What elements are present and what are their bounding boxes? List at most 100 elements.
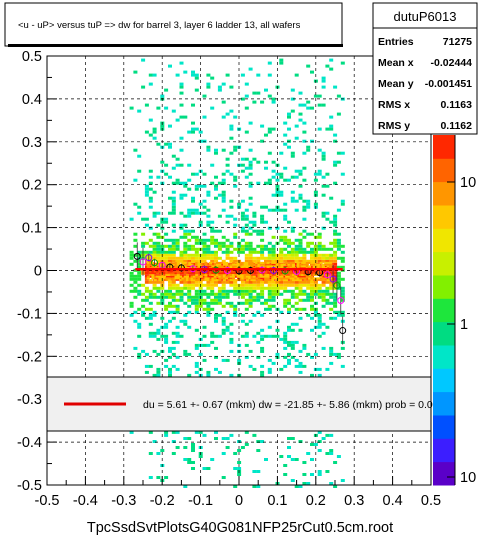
heatmap-cell [210, 458, 215, 461]
heatmap-cell [325, 256, 330, 260]
heatmap-cell [260, 364, 265, 368]
heatmap-cell [273, 265, 277, 268]
heatmap-cell [310, 139, 314, 143]
heatmap-cell [240, 250, 245, 254]
heatmap-cell [250, 263, 254, 266]
heatmap-cell [149, 273, 153, 276]
heatmap-cell [321, 103, 326, 107]
heatmap-cell [216, 263, 219, 266]
heatmap-cell [260, 214, 265, 218]
heatmap-cell [175, 304, 180, 308]
heatmap-cell [152, 283, 157, 287]
heatmap-cell [137, 265, 142, 269]
heatmap-cell [225, 275, 229, 278]
heatmap-cell [225, 112, 230, 116]
heatmap-cell [321, 322, 326, 326]
heatmap-cell [325, 301, 330, 305]
heatmap-cell [290, 175, 295, 179]
heatmap-cell [298, 172, 303, 176]
heatmap-cell [227, 279, 231, 282]
heatmap-cell [333, 181, 338, 185]
heatmap-cell [282, 263, 286, 266]
heatmap-cell [133, 286, 138, 290]
profile-point [145, 254, 153, 262]
heatmap-cell [156, 272, 160, 275]
heatmap-cell [279, 235, 284, 239]
heatmap-cell [129, 271, 134, 275]
heatmap-cell [317, 127, 322, 131]
heatmap-cell [191, 103, 195, 107]
heatmap-cell [310, 261, 314, 264]
heatmap-cell [248, 295, 253, 299]
heatmap-cell [151, 261, 155, 264]
heatmap-cell [214, 313, 218, 317]
heatmap-cell [243, 263, 247, 266]
heatmap-cell [202, 279, 206, 282]
heatmap-cell [248, 220, 253, 224]
heatmap-cell [328, 265, 332, 268]
heatmap-cell [267, 61, 272, 65]
heatmap-cell [324, 273, 328, 276]
heatmap-cell [275, 334, 280, 338]
heatmap-cell [267, 283, 272, 287]
heatmap-cell [221, 250, 226, 254]
heatmap-cell [175, 289, 180, 293]
heatmap-cell [225, 301, 230, 305]
heatmap-cell [171, 241, 176, 245]
heatmap-cell [191, 295, 195, 299]
heatmap-cell [168, 346, 172, 350]
heatmap-cell [287, 283, 291, 287]
heatmap-cell [211, 279, 215, 282]
heatmap-cell [285, 279, 289, 282]
heatmap-cell [210, 259, 215, 263]
heatmap-cell [148, 262, 153, 266]
heatmap-cell [321, 193, 326, 197]
heatmap-cell [294, 175, 299, 179]
heatmap-cell [321, 76, 326, 80]
heatmap-cell [152, 310, 157, 314]
heatmap-cell [229, 136, 234, 140]
heatmap-cell [191, 244, 195, 248]
heatmap-cell [336, 271, 341, 275]
heatmap-cell [264, 166, 268, 170]
heatmap-cell [141, 241, 146, 245]
heatmap-cell [317, 367, 322, 371]
heatmap-cell [264, 244, 268, 248]
palette-swatch [433, 461, 455, 486]
heatmap-cell [306, 452, 311, 455]
heatmap-cell [283, 217, 288, 221]
heatmap-cell [290, 190, 295, 194]
heatmap-cell [321, 184, 326, 188]
heatmap-cell [306, 286, 311, 290]
heatmap-cell [310, 70, 314, 74]
heatmap-cell [319, 270, 323, 273]
heatmap-cell [333, 220, 338, 224]
heatmap-cell [287, 145, 291, 149]
heatmap-cell [313, 310, 318, 314]
heatmap-cell [179, 115, 184, 119]
heatmap-cell [321, 154, 326, 158]
heatmap-cell [333, 298, 338, 302]
heatmap-cell [129, 262, 134, 266]
heatmap-cell [290, 280, 295, 284]
heatmap-cell [179, 256, 184, 260]
heatmap-cell [294, 250, 299, 254]
heatmap-cell [317, 286, 322, 290]
heatmap-cell [282, 279, 286, 282]
heatmap-cell [317, 470, 322, 473]
heatmap-cell [202, 358, 207, 362]
heatmap-cell [329, 292, 334, 296]
heatmap-cell [152, 286, 157, 290]
heatmap-cell [137, 109, 142, 113]
heatmap-cell [191, 127, 195, 131]
heatmap-cell [148, 322, 153, 326]
heatmap-cell [252, 334, 257, 338]
heatmap-cell [287, 115, 291, 119]
heatmap-cell [168, 295, 172, 299]
heatmap-cell [133, 178, 138, 182]
heatmap-cell [328, 263, 332, 266]
heatmap-cell [176, 273, 180, 276]
heatmap-cell [252, 214, 257, 218]
heatmap-cell [298, 244, 303, 248]
heatmap-cell [206, 262, 211, 266]
